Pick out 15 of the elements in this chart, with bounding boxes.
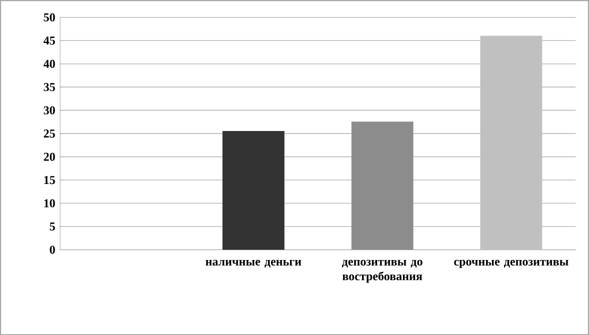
y-tick-label: 30 (44, 106, 55, 114)
y-tick-label: 25 (44, 129, 55, 138)
x-tick-label: наличные деньги (206, 260, 302, 268)
y-tick-label: 40 (44, 60, 55, 68)
y-tick-label: 15 (44, 176, 55, 184)
y-tick-label: 5 (50, 222, 55, 230)
x-tick-label: срочные депозитивы (454, 260, 568, 268)
y-tick-label: 20 (44, 152, 55, 161)
bar (351, 122, 414, 250)
y-tick-label: 10 (44, 199, 55, 208)
x-tick-label: депозитивы до востребования (342, 260, 422, 283)
y-tick-label: 35 (44, 82, 55, 92)
y-tick-label: 0 (50, 246, 55, 254)
y-tick-label: 50 (44, 13, 55, 22)
y-tick-label: 45 (44, 36, 55, 45)
